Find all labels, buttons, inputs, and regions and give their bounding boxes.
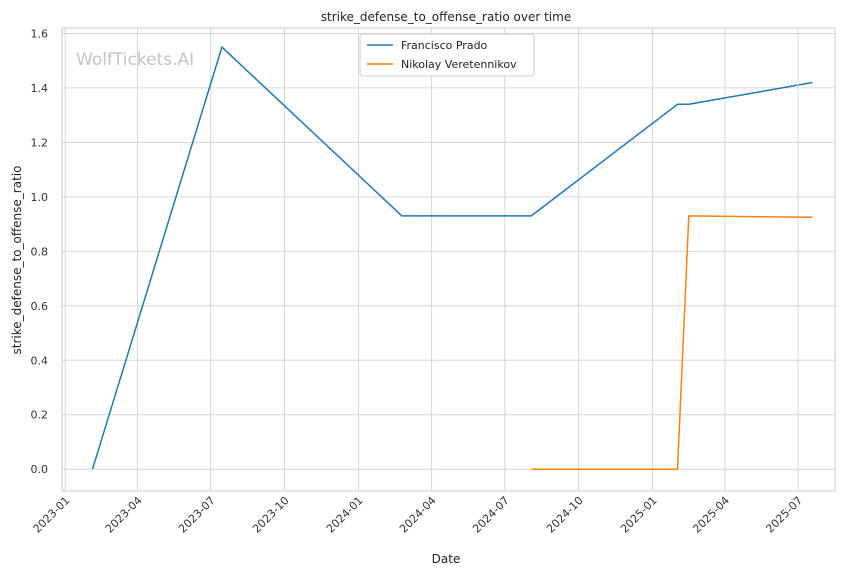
y-tick-label: 1.6 [31,27,49,40]
series-line-0 [91,46,813,470]
x-tick-label: 2023-01 [31,494,73,536]
x-tick-label: 2023-07 [176,494,218,536]
plot-area [61,27,836,492]
x-tick-label: 2024-04 [397,494,439,536]
x-tick-label: 2024-01 [324,494,366,536]
y-tick-label: 0.4 [31,354,49,367]
series-line-1 [531,215,813,470]
watermark: WolfTickets.AI [76,50,194,70]
legend-label-francisco: Francisco Prado [401,39,488,52]
x-tick-label: 2025-07 [763,494,805,536]
legend-label-nikolay: Nikolay Veretennikov [401,58,517,71]
x-tick-label: 2025-01 [618,494,660,536]
y-tick-label: 1.4 [31,82,49,95]
legend-box [359,33,535,77]
y-axis-label: strike_defense_to_offense_ratio [10,166,24,355]
x-tick-label: 2023-04 [103,494,145,536]
y-tick-label: 1.2 [31,136,49,149]
x-tick-label: 2024-07 [470,494,512,536]
x-tick-label: 2025-04 [690,494,732,536]
x-axis-label: Date [432,552,461,566]
y-tick-label: 0.6 [31,300,49,313]
x-tick-label: 2024-10 [544,494,586,536]
y-tick-label: 0.8 [31,245,49,258]
grid [62,28,835,491]
legend: Francisco Prado Nikolay Veretennikov [359,33,535,77]
x-tick-label: 2023-10 [250,494,292,536]
y-tick-label: 0.0 [31,463,49,476]
chart-title: strike_defense_to_offense_ratio over tim… [321,10,571,24]
y-tick-label: 0.2 [31,409,49,422]
y-tick-label: 1.0 [31,191,49,204]
series-layer [91,46,813,470]
